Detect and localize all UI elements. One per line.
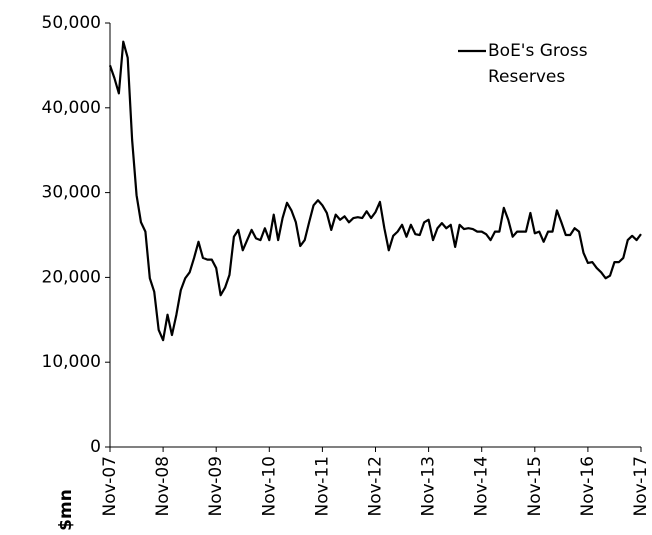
legend-label: BoE's Gross Reserves [488, 41, 588, 87]
x-tick-label: Nov-14 [472, 456, 492, 517]
y-tick-label: 40,000 [42, 98, 101, 118]
y-tick-label: 10,000 [42, 352, 101, 372]
x-tick-label: Nov-10 [259, 456, 279, 517]
x-tick-label: Nov-07 [100, 456, 120, 517]
x-tick-label: Nov-15 [525, 456, 545, 517]
x-tick-label: Nov-08 [153, 456, 173, 517]
x-tick-label: Nov-16 [578, 456, 598, 517]
y-tick-label: 30,000 [42, 183, 101, 203]
y-tick-label: 50,000 [42, 13, 101, 33]
x-tick-label: Nov-12 [366, 456, 386, 517]
y-tick-label: 0 [90, 437, 101, 457]
x-tick-label: Nov-11 [312, 456, 332, 517]
y-tick-label: 20,000 [42, 267, 101, 287]
y-axis-label: $mn [56, 489, 76, 531]
x-tick-label: Nov-17 [631, 456, 651, 517]
series-line [108, 40, 642, 342]
x-tick-label: Nov-09 [206, 456, 226, 517]
x-tick-label: Nov-13 [419, 456, 439, 517]
